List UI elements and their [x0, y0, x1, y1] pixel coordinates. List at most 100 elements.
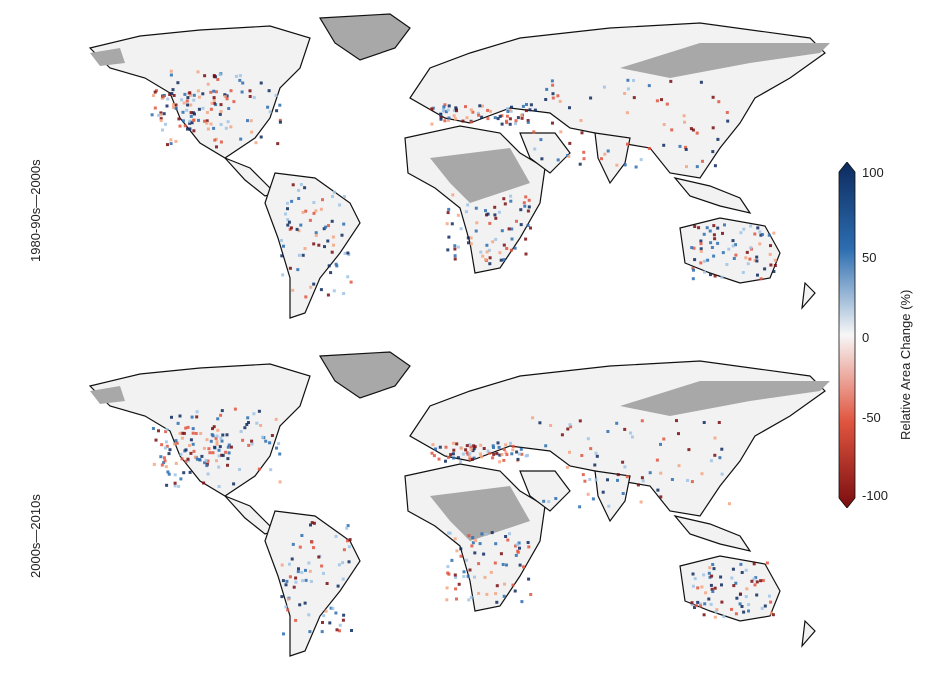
change-pixel	[516, 116, 520, 120]
change-pixel	[516, 457, 520, 461]
change-pixel	[496, 441, 500, 445]
change-pixel	[166, 470, 170, 474]
change-pixel	[326, 239, 330, 243]
change-pixel	[520, 600, 524, 604]
change-pixel	[770, 611, 773, 615]
change-pixel	[525, 103, 528, 106]
change-pixel	[464, 448, 468, 452]
change-pixel	[560, 433, 564, 437]
change-pixel	[502, 448, 506, 451]
change-pixel	[151, 427, 155, 430]
change-pixel	[602, 85, 606, 89]
change-pixel	[161, 128, 164, 132]
change-pixel	[301, 210, 305, 214]
change-pixel	[497, 445, 501, 449]
change-pixel	[238, 78, 242, 82]
change-pixel	[268, 441, 272, 445]
change-pixel	[248, 89, 252, 93]
change-pixel	[245, 423, 249, 426]
change-pixel	[690, 601, 694, 605]
change-pixel	[505, 121, 509, 125]
change-pixel	[601, 490, 605, 494]
change-pixel	[216, 428, 220, 432]
change-pixel	[169, 73, 173, 77]
change-pixel	[292, 585, 296, 589]
change-pixel	[634, 165, 638, 169]
change-pixel	[769, 263, 773, 267]
change-pixel	[453, 257, 457, 261]
change-pixel	[514, 544, 517, 548]
change-pixel	[594, 451, 598, 455]
change-pixel	[456, 456, 460, 460]
change-pixel	[711, 590, 715, 593]
change-pixel	[182, 431, 186, 435]
change-pixel	[162, 112, 166, 116]
change-pixel	[212, 101, 216, 105]
change-pixel	[178, 431, 182, 435]
change-pixel	[502, 594, 506, 598]
colorbar-tick-0: 0	[862, 330, 870, 345]
change-pixel	[180, 98, 184, 102]
change-pixel	[554, 497, 558, 500]
new-zealand	[801, 619, 816, 648]
change-pixel	[223, 95, 227, 99]
change-pixel	[517, 452, 521, 456]
change-pixel	[161, 95, 165, 99]
change-pixel	[227, 107, 231, 110]
change-pixel	[295, 227, 299, 231]
change-pixel	[217, 454, 221, 458]
change-pixel	[755, 593, 759, 597]
change-pixel	[320, 630, 324, 634]
change-pixel	[284, 212, 287, 216]
change-pixel	[739, 562, 743, 566]
change-pixel	[504, 443, 508, 447]
change-pixel	[191, 427, 195, 431]
change-pixel	[317, 555, 321, 559]
change-pixel	[205, 121, 209, 125]
change-pixel	[179, 477, 183, 481]
change-pixel	[542, 499, 546, 503]
change-pixel	[699, 604, 703, 608]
change-pixel	[526, 209, 530, 213]
change-pixel	[159, 111, 163, 115]
change-pixel	[182, 101, 186, 105]
change-pixel	[720, 600, 724, 604]
change-pixel	[347, 560, 351, 564]
change-pixel	[322, 614, 326, 618]
change-pixel	[335, 264, 339, 268]
change-pixel	[479, 443, 483, 447]
change-pixel	[430, 122, 434, 126]
change-pixel	[471, 449, 475, 453]
change-pixel	[194, 432, 198, 435]
change-pixel	[682, 114, 686, 118]
change-pixel	[319, 207, 323, 211]
change-pixel	[544, 444, 548, 448]
change-pixel	[475, 221, 479, 225]
change-pixel	[519, 447, 523, 451]
change-pixel	[744, 256, 748, 260]
change-pixel	[338, 203, 342, 207]
change-pixel	[210, 101, 214, 105]
change-pixel	[282, 632, 285, 636]
change-pixel	[294, 618, 298, 622]
change-pixel	[334, 611, 338, 615]
change-pixel	[623, 92, 627, 95]
change-pixel	[329, 271, 333, 275]
change-pixel	[212, 126, 216, 130]
change-pixel	[170, 92, 174, 95]
change-pixel	[505, 247, 509, 250]
change-pixel	[455, 442, 459, 446]
change-pixel	[502, 458, 506, 462]
change-pixel	[511, 448, 515, 452]
change-pixel	[506, 107, 509, 111]
change-pixel	[713, 436, 717, 440]
change-pixel	[734, 243, 737, 247]
change-pixel	[168, 448, 172, 452]
change-pixel	[446, 571, 450, 575]
change-pixel	[471, 110, 475, 114]
change-pixel	[626, 78, 630, 82]
change-pixel	[514, 553, 518, 557]
change-pixel	[208, 451, 212, 455]
change-pixel	[533, 108, 537, 112]
change-pixel	[623, 427, 627, 431]
